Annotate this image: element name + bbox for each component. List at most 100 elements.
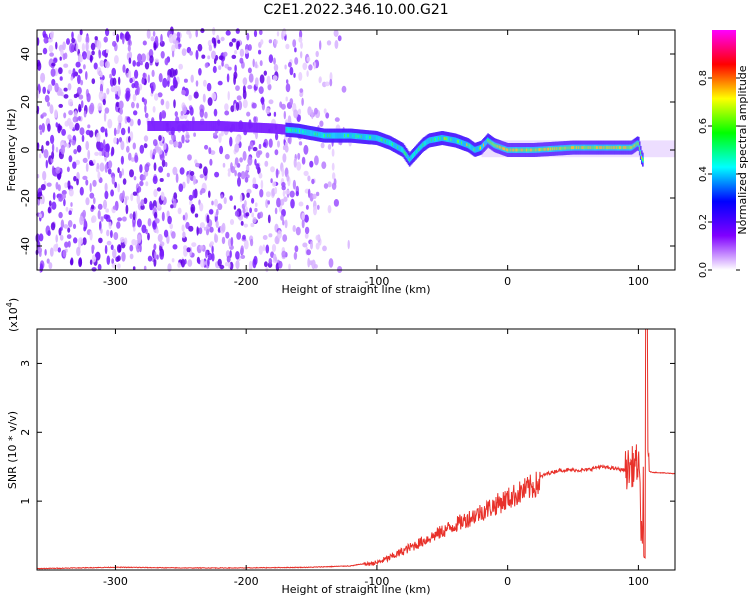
spectrogram-noise-cell [51, 62, 56, 67]
spectrogram-band-cell [573, 146, 575, 150]
spectrogram-band-cell [375, 134, 377, 141]
spectrogram-noise-cell [282, 153, 287, 163]
spectrogram-band-cell [561, 146, 564, 150]
snr-panel: -300 -200 -100 0 100 1 2 3 Height of straight l… [5, 298, 676, 596]
spectrogram-noise-cell [87, 124, 91, 129]
spectrogram-noise-cell [43, 37, 49, 44]
spectrogram-noise-cell [60, 219, 65, 229]
spectrogram-noise-cell [274, 149, 279, 156]
spectrogram-noise-cell [303, 144, 309, 155]
spectrogram-noise-cell [120, 140, 125, 151]
spectrogram-noise-cell [181, 224, 185, 232]
spectrogram-noise-cell [194, 213, 199, 218]
spectrogram-band-cell [279, 124, 281, 135]
spectrogram-noise-cell [91, 267, 97, 272]
spectrogram-noise-cell [103, 112, 107, 122]
spectrogram-band-cell [156, 121, 159, 131]
spectrogram-noise-cell [229, 195, 233, 202]
spectrogram-noise-cell [255, 163, 260, 170]
spectrogram-noise-cell [38, 153, 42, 159]
spectrogram-band-cell [166, 121, 168, 131]
spectrogram-noise-cell [245, 169, 249, 177]
spectrogram-band-cell [381, 138, 384, 142]
spectrogram-band-cell [637, 142, 640, 146]
spectrogram-noise-cell [98, 50, 102, 59]
spectrogram-band-cell [186, 121, 188, 131]
spectrogram-noise-cell [90, 42, 96, 51]
spectrogram-band-cell [451, 136, 454, 143]
spectrogram-noise-cell [284, 189, 290, 195]
spectrogram-noise-cell [38, 213, 42, 219]
spectrogram-noise-cell [132, 142, 136, 150]
spectrogram-noise-cell [295, 226, 301, 236]
spectrogram-noise-cell [164, 58, 169, 66]
spectrogram-noise-cell [199, 245, 204, 250]
spectrogram-noise-cell [315, 50, 319, 58]
spectrogram-noise-cell [327, 144, 332, 150]
spectrogram-band-cell [539, 148, 542, 152]
spectrogram-noise-cell [240, 254, 246, 259]
spectrogram-noise-cell [299, 30, 303, 39]
spectrogram-noise-cell [200, 259, 205, 268]
spectrogram-noise-cell [47, 123, 51, 132]
spectrogram-band-cell [612, 146, 615, 150]
spectrogram-band-cell [471, 145, 474, 152]
spectrogram-noise-cell [153, 243, 157, 251]
spectrogram-band-cell [605, 146, 608, 150]
spectrogram-band-cell [261, 122, 263, 133]
spectrogram-noise-cell [323, 108, 327, 114]
spectrogram-noise-cell [306, 70, 309, 77]
spectrogram-noise-cell [236, 43, 239, 51]
spectrogram-noise-cell [320, 142, 325, 149]
spectrogram-noise-cell [71, 140, 76, 146]
spectrogram-noise-cell [319, 120, 324, 127]
spectrogram-noise-cell [242, 207, 246, 214]
spectrogram-noise-cell [288, 61, 292, 68]
spectrogram-noise-cell [258, 172, 263, 179]
spectrogram-noise-cell [182, 231, 186, 239]
spectrogram-band-cell [181, 121, 184, 131]
spectrogram-noise-cell [254, 183, 259, 190]
spectrogram-band-cell [508, 148, 510, 152]
spectrogram-band-cell [307, 129, 310, 136]
spectrogram-band-cell [309, 130, 312, 136]
spectrogram-band-cell [545, 147, 548, 151]
spectrogram-noise-cell [112, 205, 117, 210]
spectrogram-noise-cell [115, 256, 120, 263]
spectrogram-band-cell [393, 142, 395, 148]
spectrogram-band-cell [466, 143, 468, 147]
snr-multiplier: (x104) [5, 298, 20, 332]
spectrogram-noise-cell [293, 251, 298, 260]
spectrogram-noise-cell [117, 114, 123, 124]
spectrogram-noise-cell [106, 240, 112, 246]
spectrogram-band-cell [336, 132, 339, 139]
spectrogram-noise-cell [66, 234, 72, 240]
spectrogram-noise-cell [154, 93, 159, 101]
spectrogram-noise-cell [217, 39, 221, 44]
spectrogram-noise-cell [301, 218, 305, 229]
spectrogram-noise-cell [89, 259, 93, 266]
spectrogram-band-cell [567, 146, 570, 150]
spectrogram-band-cell [598, 146, 600, 150]
spectrogram-noise-cell [248, 145, 251, 152]
spectrogram-band-cell [213, 121, 215, 131]
spectrogram-noise-cell [144, 112, 149, 119]
spectrogram-noise-cell [216, 208, 219, 216]
spectrogram-band-cell [603, 146, 605, 150]
spectrogram-band-cell [449, 136, 452, 143]
spectrogram-noise-cell [136, 194, 141, 205]
spectrogram-noise-cell [99, 60, 105, 67]
spectrogram-band-cell [147, 121, 149, 131]
spectrogram-band-cell [528, 148, 530, 152]
spectrogram-band-cell [583, 146, 586, 150]
spectrogram-noise-cell [304, 226, 310, 235]
spectrogram-noise-cell [167, 80, 170, 87]
spectrogram-band-cell [289, 128, 292, 132]
spectrogram-noise-cell [236, 232, 242, 240]
spectrogram-noise-cell [152, 148, 157, 156]
spectrogram-band-cell [415, 149, 417, 156]
spectrogram-band-cell [153, 121, 156, 131]
spectrogram-noise-cell [305, 204, 309, 210]
spectrogram-band-cell [358, 134, 361, 138]
spectrogram-band-cell [639, 151, 642, 155]
